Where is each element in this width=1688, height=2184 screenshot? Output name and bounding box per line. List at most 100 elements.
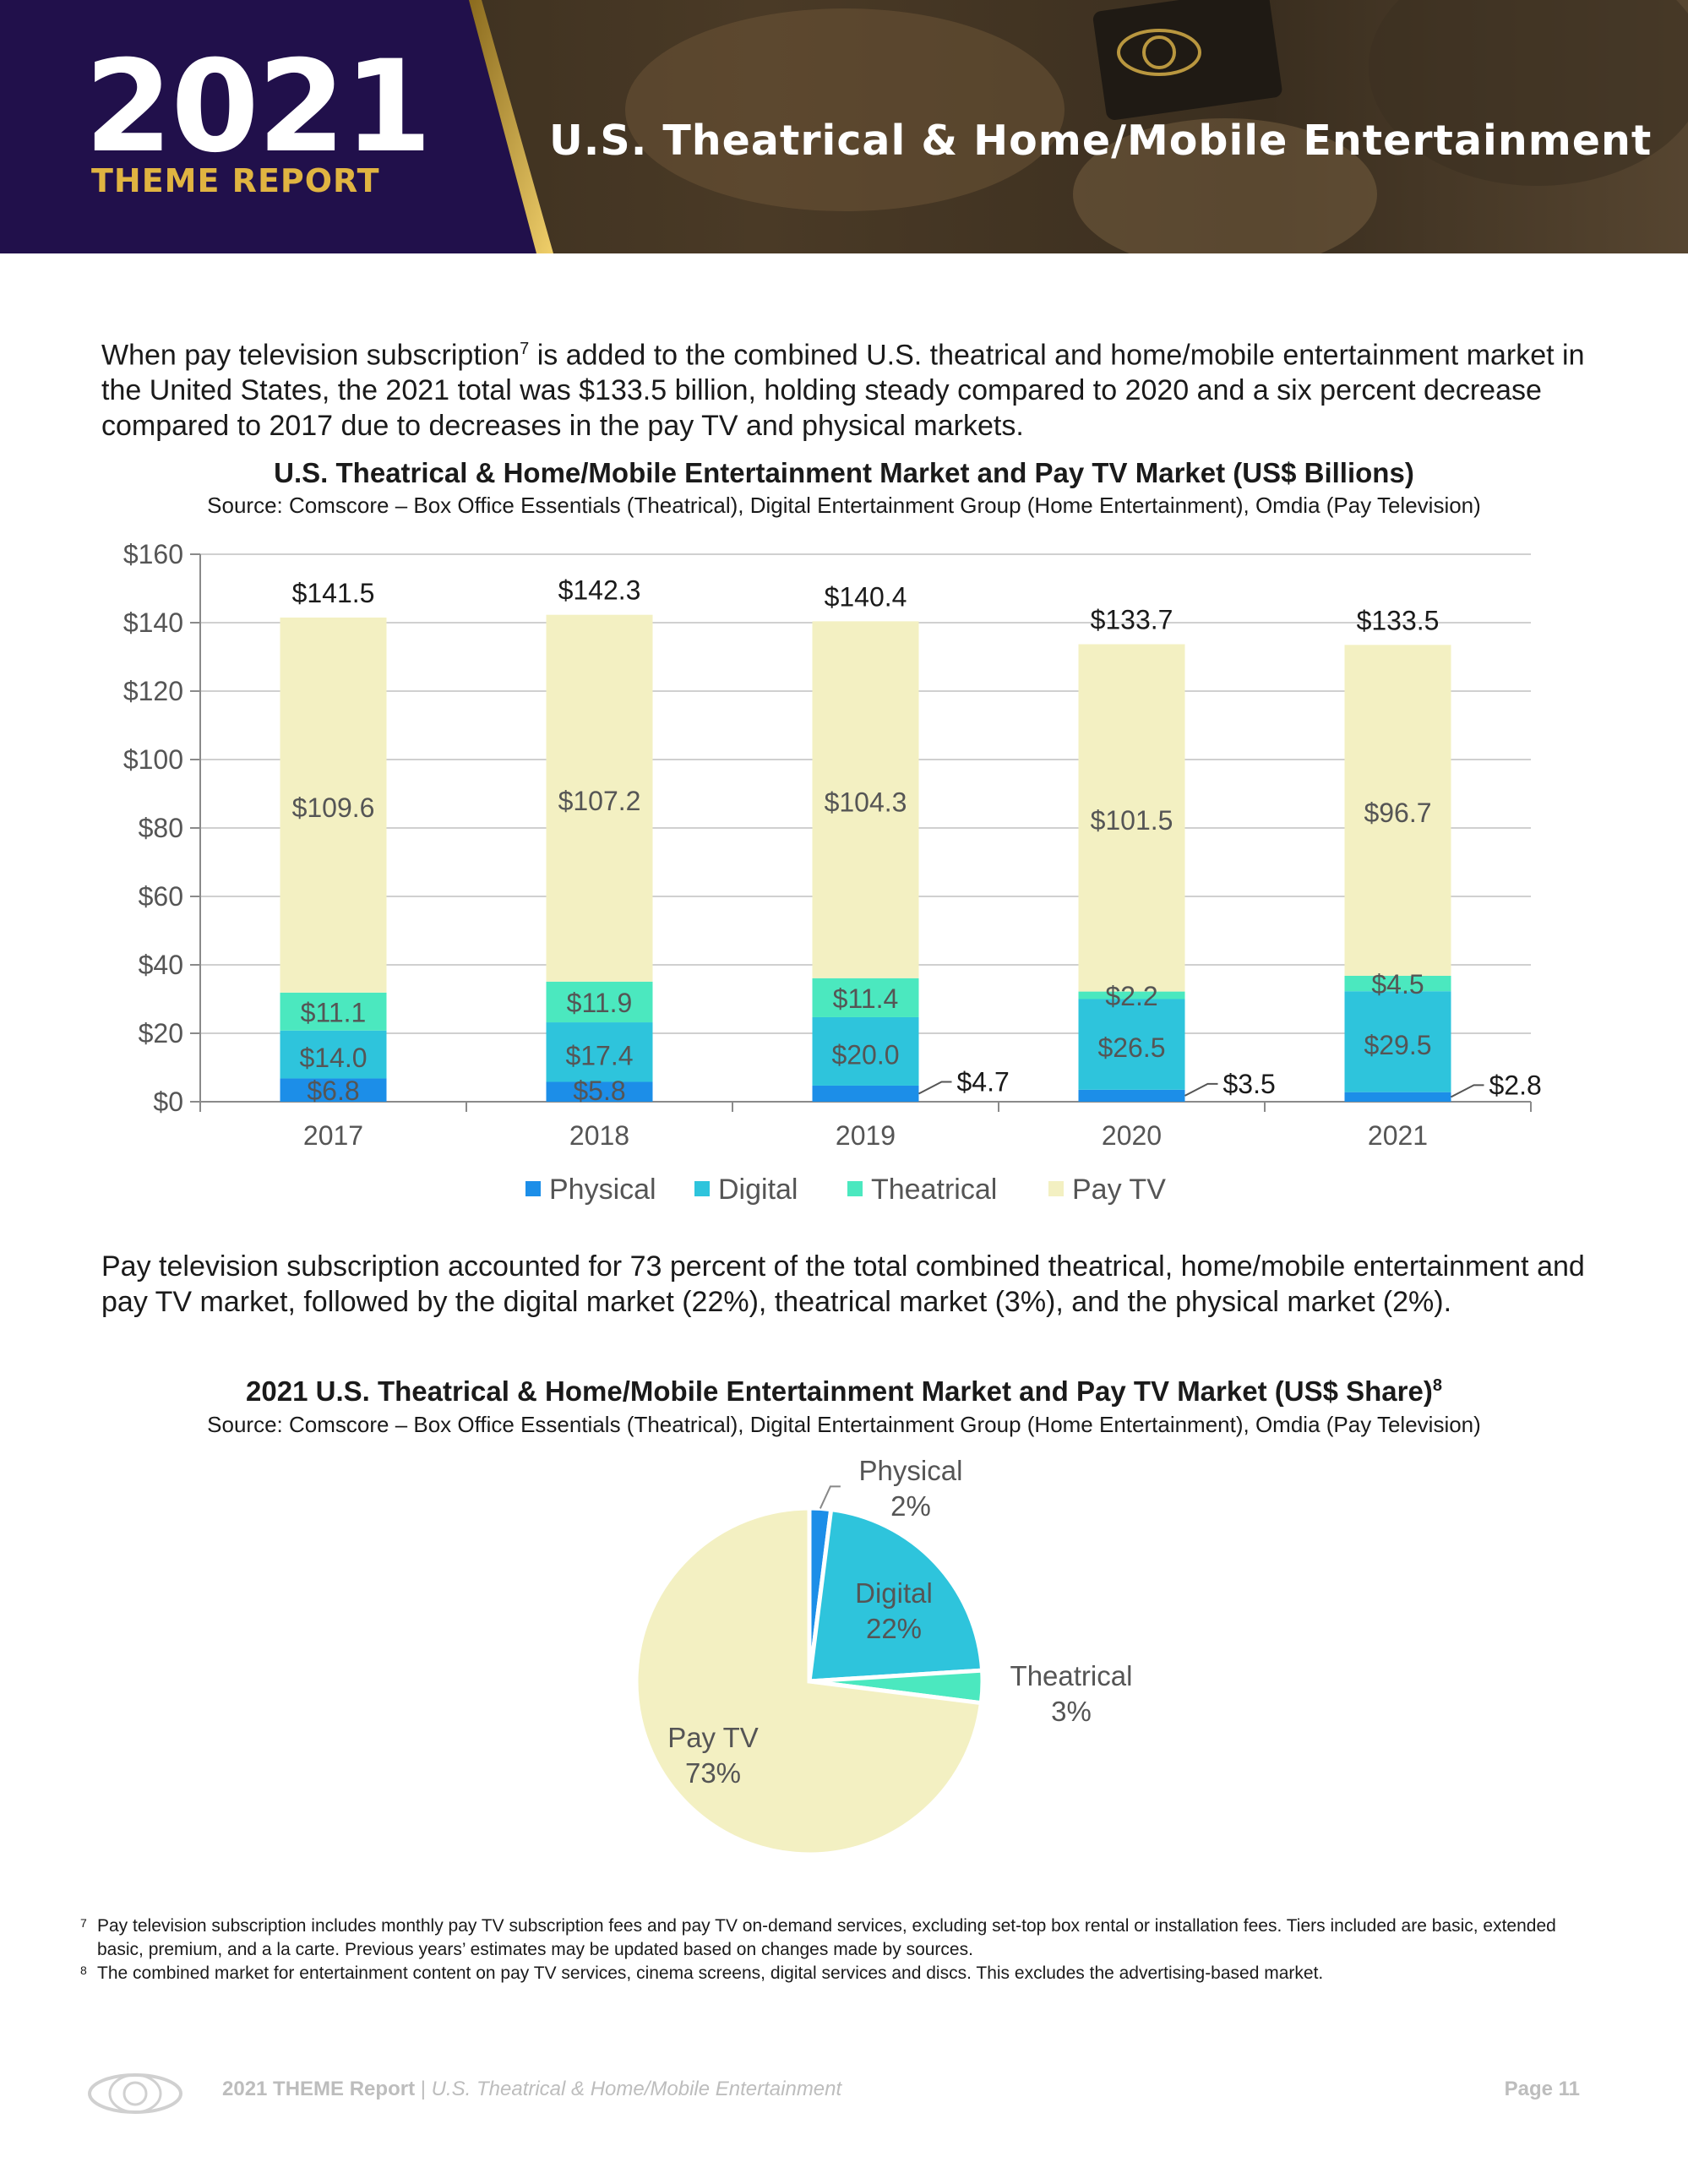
pie-title-text: 2021 U.S. Theatrical & Home/Mobile Enter… [246, 1375, 1433, 1407]
data-label-paytv: $104.3 [825, 787, 907, 818]
total-label: $140.4 [825, 581, 907, 612]
legend-label-physical: Physical [549, 1174, 656, 1206]
bar-segment-digital [546, 1022, 653, 1082]
data-label-paytv: $96.7 [1364, 798, 1431, 828]
pie-chart-source: Source: Comscore – Box Office Essentials… [207, 1412, 1481, 1437]
x-tick-label: 2020 [1102, 1120, 1162, 1151]
bar-segment-physical [1344, 1092, 1451, 1102]
share-paragraph: Pay television subscription accounted fo… [101, 1250, 1585, 1318]
pie-chart-title: 2021 U.S. Theatrical & Home/Mobile Enter… [0, 1375, 1688, 1408]
data-label-digital: $20.0 [831, 1039, 899, 1070]
x-tick-label: 2018 [569, 1120, 629, 1151]
footnote-7: 7 Pay television subscription includes mo… [80, 1914, 1567, 1962]
data-label-physical: $6.8 [307, 1076, 359, 1106]
y-tick-label: $120 [123, 676, 183, 706]
bar-segment-theatrical [812, 978, 919, 1017]
report-name: THEME REPORT [91, 162, 380, 199]
bar-chart-source: Source: Comscore – Box Office Essentials… [207, 493, 1481, 518]
leader-line [1451, 1084, 1484, 1098]
footnote-number: 7 [80, 1916, 87, 1930]
legend-swatch-paytv [1048, 1181, 1064, 1196]
footnote-text: Pay television subscription includes mon… [97, 1916, 1556, 1959]
data-label-digital: $17.4 [565, 1040, 633, 1070]
legend-label-theatrical: Theatrical [871, 1174, 997, 1206]
bar-segment-physical [546, 1081, 653, 1102]
bar-segment-paytv [1344, 645, 1451, 976]
pie-label-theatrical-pct: 3% [1051, 1696, 1092, 1727]
footer-section: U.S. Theatrical & Home/Mobile Entertainm… [431, 2078, 842, 2100]
y-tick-label: $160 [123, 539, 183, 569]
pie-label-theatrical-name: Theatrical [1010, 1660, 1133, 1691]
y-tick-label: $40 [139, 950, 183, 980]
data-label-theatrical: $11.4 [833, 983, 899, 1014]
pie-label-paytv-pct: 73% [685, 1757, 741, 1789]
bar-segment-physical [1078, 1089, 1185, 1102]
screen-logo-icon [1117, 29, 1201, 76]
data-label-paytv: $107.2 [558, 786, 641, 816]
pie-chart: Physical 2% Digital 22% Theatrical 3% Pay TV 73… [634, 1455, 1133, 1857]
stacked-bar-chart: $0 $20 $40 $60 $80 $100 $120 $140 $160 $6.8$14.0 $… [123, 539, 1542, 1206]
bar-segment-physical [812, 1085, 919, 1102]
y-tick-label: $60 [139, 881, 183, 912]
total-label: $133.7 [1091, 605, 1173, 635]
data-label-theatrical: $11.9 [567, 988, 633, 1018]
bar-segment-theatrical [1344, 975, 1451, 992]
legend-label-paytv: Pay TV [1072, 1174, 1166, 1206]
report-year: 2021 [84, 34, 432, 181]
data-label-physical: $5.8 [573, 1076, 625, 1106]
pie-label-digital-name: Digital [855, 1577, 933, 1609]
total-label: $133.5 [1357, 605, 1440, 635]
pie-label-physical-name: Physical [859, 1455, 963, 1486]
x-tick-label: 2021 [1368, 1120, 1428, 1151]
bar-segment-paytv [812, 621, 919, 978]
x-tick-label: 2019 [836, 1120, 896, 1151]
x-tick-label: 2017 [303, 1120, 363, 1151]
page-number: Page 11 [1504, 2078, 1580, 2100]
bar-segment-physical [280, 1078, 387, 1102]
total-label: $141.5 [292, 578, 375, 608]
page-title: U.S. Theatrical & Home/Mobile Entertainm… [549, 117, 1653, 165]
pie-label-digital-pct: 22% [866, 1613, 922, 1644]
intro-paragraph: When pay television subscription7 is add… [101, 331, 1588, 444]
footnote-number: 8 [80, 1963, 87, 1977]
legend-swatch-physical [525, 1181, 541, 1196]
data-label-digital: $29.5 [1364, 1030, 1431, 1060]
pie-slice-paytv [634, 1506, 984, 1857]
data-label-physical: $2.8 [1489, 1070, 1542, 1100]
bar-segment-digital [280, 1030, 387, 1079]
bar-segment-paytv [280, 617, 387, 993]
data-label-paytv: $109.6 [292, 792, 375, 823]
data-label-digital: $26.5 [1097, 1032, 1165, 1063]
data-label-digital: $14.0 [299, 1043, 367, 1073]
y-tick-label: $140 [123, 607, 183, 638]
intro-text-start: When pay television subscription [101, 339, 520, 372]
bar-segment-digital [1344, 991, 1451, 1092]
y-tick-label: $0 [153, 1087, 183, 1117]
leader-line [819, 1485, 841, 1509]
bar-segment-paytv [546, 614, 653, 982]
footnote-ref-7: 7 [520, 340, 530, 358]
data-label-theatrical: $2.2 [1105, 981, 1157, 1011]
data-label-physical: $3.5 [1223, 1069, 1276, 1099]
footer-brand: 2021 THEME Report | U.S. Theatrical & Ho… [222, 2078, 841, 2101]
legend-label-digital: Digital [718, 1174, 798, 1206]
footnote-ref-8: 8 [1432, 1376, 1442, 1395]
footer-report-name: 2021 THEME Report [222, 2078, 416, 2100]
total-label: $142.3 [558, 575, 641, 606]
footer-logo-icon [88, 2073, 182, 2114]
bar-segment-digital [1078, 999, 1185, 1090]
data-label-theatrical: $11.1 [301, 997, 367, 1027]
bar-segment-theatrical [1078, 991, 1185, 999]
bar-segment-theatrical [546, 981, 653, 1023]
footnote-text: The combined market for entertainment co… [97, 1963, 1324, 1983]
legend-swatch-theatrical [847, 1181, 863, 1196]
intro-text-end: is added to the combined U.S. theatrical… [101, 339, 1585, 443]
footer-separator: | [415, 2078, 432, 2100]
leader-line [1184, 1082, 1218, 1097]
pie-label-paytv-name: Pay TV [667, 1722, 759, 1753]
pie-slice-digital [807, 1506, 985, 1684]
y-tick-label: $100 [123, 744, 183, 775]
footnotes: 7 Pay television subscription includes mo… [80, 1914, 1567, 1985]
bar-segment-theatrical [280, 992, 387, 1031]
header-background [0, 0, 1688, 253]
